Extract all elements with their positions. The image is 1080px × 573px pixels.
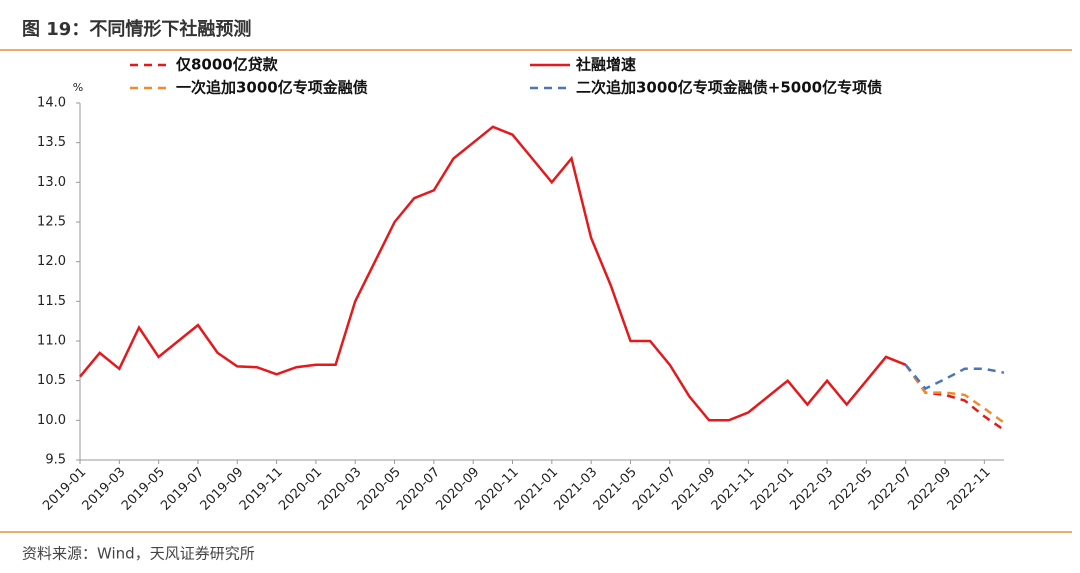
y-tick-label: 12.5 bbox=[37, 215, 66, 230]
series-line bbox=[904, 364, 1005, 424]
legend-label: 二次追加3000亿专项金融债+5000亿专项债 bbox=[576, 79, 882, 97]
y-tick-label: 10.0 bbox=[37, 413, 66, 428]
legend-label: 社融增速 bbox=[575, 56, 636, 74]
x-tick-label: 2022-11 bbox=[945, 465, 994, 514]
y-tick-label: 9.5 bbox=[45, 453, 66, 468]
y-tick-label: 13.0 bbox=[37, 175, 66, 190]
y-tick-label: 11.5 bbox=[37, 294, 66, 309]
y-tick-label: 11.0 bbox=[37, 334, 66, 349]
source: 资料来源：Wind，天风证券研究所 bbox=[22, 545, 255, 563]
series-line bbox=[904, 364, 1005, 391]
y-tick-label: 10.5 bbox=[37, 373, 66, 388]
y-tick-label: 12.0 bbox=[37, 254, 66, 269]
y-tick-label: 14.0 bbox=[37, 96, 66, 111]
y-tick-label: 13.5 bbox=[37, 135, 66, 150]
chart-title: 图 19：不同情形下社融预测 bbox=[22, 18, 251, 40]
series-line bbox=[79, 125, 907, 422]
y-axis-label: % bbox=[73, 81, 83, 94]
legend-label: 仅8000亿贷款 bbox=[175, 56, 279, 74]
legend-label: 一次追加3000亿专项金融债 bbox=[176, 79, 368, 97]
